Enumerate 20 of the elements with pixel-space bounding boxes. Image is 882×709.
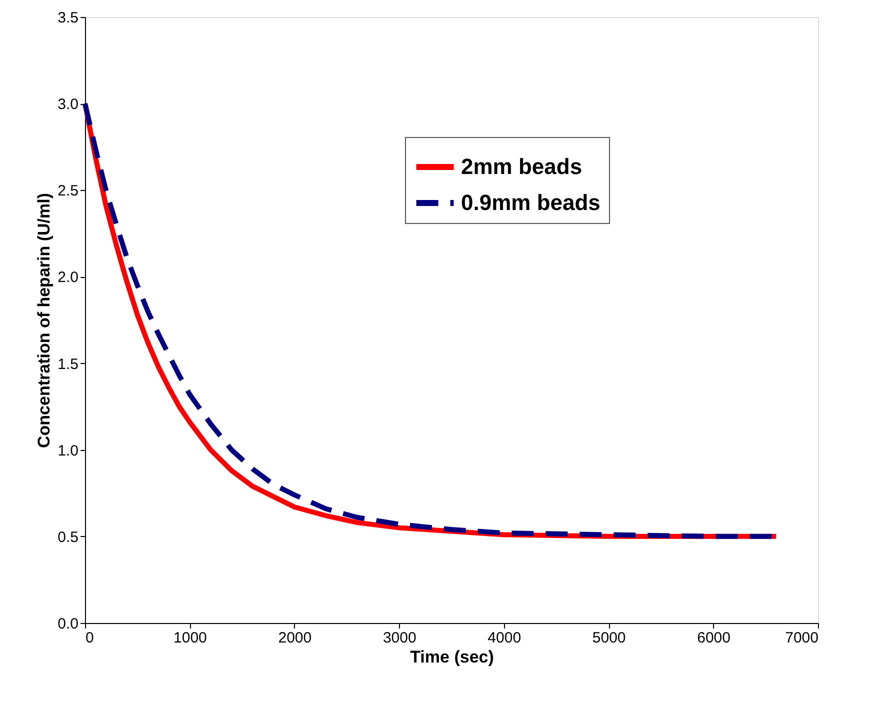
x-tick-label: 7000: [785, 630, 818, 646]
x-tick-label: 1000: [174, 630, 207, 646]
y-tick-label: 2.0: [58, 269, 78, 286]
y-tick-label: 1.5: [58, 356, 78, 373]
y-tick-label: 0.5: [58, 528, 78, 546]
x-axis-title: Time (sec): [410, 648, 494, 666]
x-tick-label: 3000: [382, 630, 416, 646]
x-tick-label: 0: [86, 630, 94, 646]
y-tick-label: 3.0: [58, 96, 78, 114]
x-tick-label: 2000: [278, 630, 312, 646]
y-tick-label: 1.0: [58, 442, 78, 460]
x-tick-label: 6000: [697, 630, 730, 646]
y-tick-label: 2.5: [58, 182, 78, 200]
y-tick-label: 3.5: [58, 10, 78, 26]
y-axis-title: Concentration of heparin (U/ml): [34, 193, 54, 448]
x-tick-label: 4000: [488, 630, 522, 646]
legend-label: 0.9mm beads: [461, 190, 600, 215]
x-tick-label: 5000: [592, 630, 626, 646]
legend-label: 2mm beads: [461, 154, 582, 179]
y-tick-label: 0.0: [58, 616, 78, 632]
